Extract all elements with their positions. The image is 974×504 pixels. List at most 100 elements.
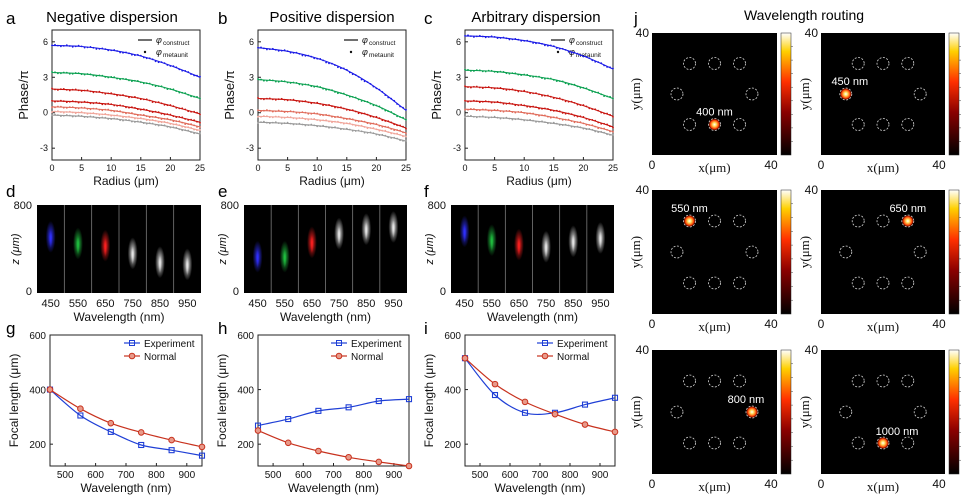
metaunit-point: [77, 72, 80, 74]
metaunit-point: [57, 105, 59, 108]
metaunit-point: [110, 103, 113, 105]
metaunit-point: [295, 123, 298, 125]
x-tick-label: 5: [79, 163, 84, 173]
metaunit-point: [181, 69, 184, 72]
metaunit-point: [375, 115, 378, 118]
metaunit-point: [502, 88, 505, 90]
metaunit-point: [514, 111, 517, 114]
metaunit-point: [570, 113, 573, 115]
metaunit-point: [51, 44, 53, 47]
metaunit-point: [532, 112, 534, 115]
wavelength-label: 650 nm: [889, 203, 926, 215]
metaunit-points-green: [464, 68, 614, 100]
metaunit-point: [532, 105, 534, 108]
metaunit-point: [606, 112, 608, 115]
x-tick-label: 800: [562, 470, 579, 481]
metaunit-point: [178, 120, 181, 123]
metaunit-point: [286, 50, 289, 52]
metaunit-point: [597, 127, 600, 130]
metaunit-point: [348, 95, 351, 98]
map-background: [652, 190, 777, 314]
metaunit-point: [266, 121, 268, 124]
series-line-normal: [464, 357, 616, 433]
metaunit-point: [98, 114, 101, 116]
metaunit-point: [142, 122, 145, 124]
normal-marker: [581, 421, 589, 428]
metaunit-point: [65, 89, 68, 91]
metaunit-point: [328, 62, 330, 65]
y-tick-label: 3: [249, 72, 254, 82]
metaunit-point: [68, 89, 71, 92]
metaunit-point: [585, 124, 588, 126]
metaunit-point: [544, 114, 546, 117]
metaunit-point: [337, 106, 339, 109]
metaunit-point: [298, 53, 301, 55]
metaunit-point: [131, 96, 133, 99]
panel-label-d: d: [6, 182, 15, 201]
metaunit-point: [295, 82, 298, 84]
metaunit-point: [603, 64, 605, 67]
normal-marker: [521, 398, 529, 406]
y-axis-label: Focal length (μm): [215, 354, 229, 448]
metaunit-point: [567, 100, 570, 103]
metaunit-point: [166, 88, 169, 90]
x-tick-label: 550: [483, 298, 501, 310]
metaunit-point: [54, 100, 56, 103]
metaunit-point: [274, 99, 277, 101]
metaunit-point: [387, 110, 390, 113]
legend-experiment-marker: [336, 340, 342, 346]
metaunit-point: [576, 115, 579, 118]
metaunit-point: [526, 105, 529, 108]
metaunit-point: [181, 121, 184, 124]
metaunit-point: [301, 123, 304, 126]
metaunit-point: [131, 53, 133, 56]
legend-normal-label: Normal: [144, 352, 176, 363]
metaunit-point: [547, 77, 549, 80]
x-tick-40: 40: [764, 477, 778, 491]
y-tick-label: 6: [249, 37, 254, 47]
metaunit-point: [286, 121, 289, 124]
metaunit-point: [384, 125, 387, 128]
metaunit-point: [579, 54, 582, 57]
metaunit-point: [470, 86, 472, 89]
target-ring: [683, 57, 696, 70]
metaunit-point: [166, 113, 169, 115]
target-ring: [670, 405, 684, 419]
panel-label-b: b: [218, 9, 227, 28]
metaunit-point: [193, 128, 196, 131]
metaunit-point: [260, 98, 262, 100]
metaunit-point: [199, 113, 201, 116]
metaunit-point: [514, 72, 517, 75]
metaunit-point: [378, 134, 381, 137]
colorbar: [948, 32, 960, 156]
metaunit-point: [384, 134, 387, 137]
metaunit-point: [564, 112, 567, 115]
metaunit-point: [348, 128, 351, 131]
metaunit-point: [151, 111, 154, 113]
metaunit-point: [354, 130, 357, 132]
metaunit-point: [558, 48, 561, 50]
metaunit-point: [86, 73, 89, 75]
metaunit-point: [390, 137, 393, 139]
metaunit-point: [307, 124, 310, 126]
metaunit-point: [475, 116, 478, 119]
focal-core-950: [391, 220, 396, 238]
metaunit-point: [570, 100, 573, 103]
metaunit-point: [307, 112, 310, 115]
metaunit-point: [319, 119, 322, 122]
metaunit-point: [552, 79, 555, 81]
normal-marker: [461, 354, 469, 362]
metaunit-point: [62, 114, 65, 117]
y-tick-label: 200: [29, 440, 46, 451]
metaunit-point: [301, 100, 304, 103]
metaunit-point: [280, 80, 283, 82]
panel-label-c: c: [424, 9, 433, 28]
metaunit-point: [68, 110, 71, 113]
metaunit-point: [95, 91, 98, 93]
metaunit-point: [475, 69, 478, 71]
metaunit-point: [475, 35, 478, 38]
metaunit-point: [582, 116, 585, 118]
metaunit-point: [68, 106, 71, 108]
metaunit-point: [363, 80, 366, 83]
